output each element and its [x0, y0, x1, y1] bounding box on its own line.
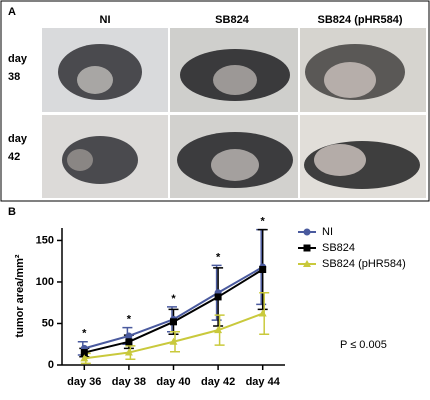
tumor: [77, 66, 113, 94]
point: [303, 228, 311, 236]
x-tick-label: day 40: [156, 376, 190, 388]
significance: *: [82, 328, 87, 340]
column-label: SB824 (pHR584): [318, 14, 403, 26]
y-tick-label: 50: [42, 317, 54, 329]
annotation: P ≤ 0.005: [340, 339, 387, 351]
y-tick-label: 0: [48, 359, 54, 371]
point: [169, 337, 178, 345]
row-label: day 42: [8, 133, 27, 163]
panel-label: B: [8, 206, 16, 218]
x-tick-label: day 44: [246, 376, 281, 388]
significance: *: [171, 293, 176, 305]
tumor: [324, 62, 376, 98]
point: [258, 309, 267, 317]
tumor: [211, 149, 259, 181]
point: [80, 354, 89, 362]
legend-label: SB824 (pHR584): [322, 258, 406, 270]
x-tick-label: day 42: [201, 376, 235, 388]
legend-label: NI: [322, 226, 333, 238]
significance: *: [261, 216, 266, 228]
point: [125, 338, 133, 346]
y-axis-label: tumor area/mm²: [14, 254, 26, 337]
point: [170, 318, 177, 326]
tumor: [67, 149, 93, 171]
mouse: [62, 136, 138, 184]
series-line: [84, 266, 264, 350]
y-tick-label: 100: [36, 276, 54, 288]
photos: [42, 28, 426, 198]
point: [303, 260, 311, 267]
column-label: NI: [100, 14, 111, 26]
point: [259, 266, 267, 274]
x-tick-label: day 38: [112, 376, 146, 388]
column-label: SB824: [215, 14, 250, 26]
point: [214, 326, 223, 334]
panel-label: A: [8, 6, 16, 18]
panel-a-frame: [0, 0, 430, 202]
significance: *: [216, 251, 221, 263]
tumor: [213, 65, 257, 95]
point: [303, 244, 311, 252]
row-label: day 38: [8, 53, 27, 83]
y-tick-label: 150: [36, 234, 54, 246]
point: [125, 332, 133, 340]
significance: *: [127, 314, 132, 326]
tumor: [314, 144, 366, 176]
legend-label: SB824: [322, 242, 355, 254]
x-tick-label: day 36: [67, 376, 101, 388]
point: [124, 348, 133, 356]
point: [214, 293, 222, 301]
point: [80, 349, 88, 357]
